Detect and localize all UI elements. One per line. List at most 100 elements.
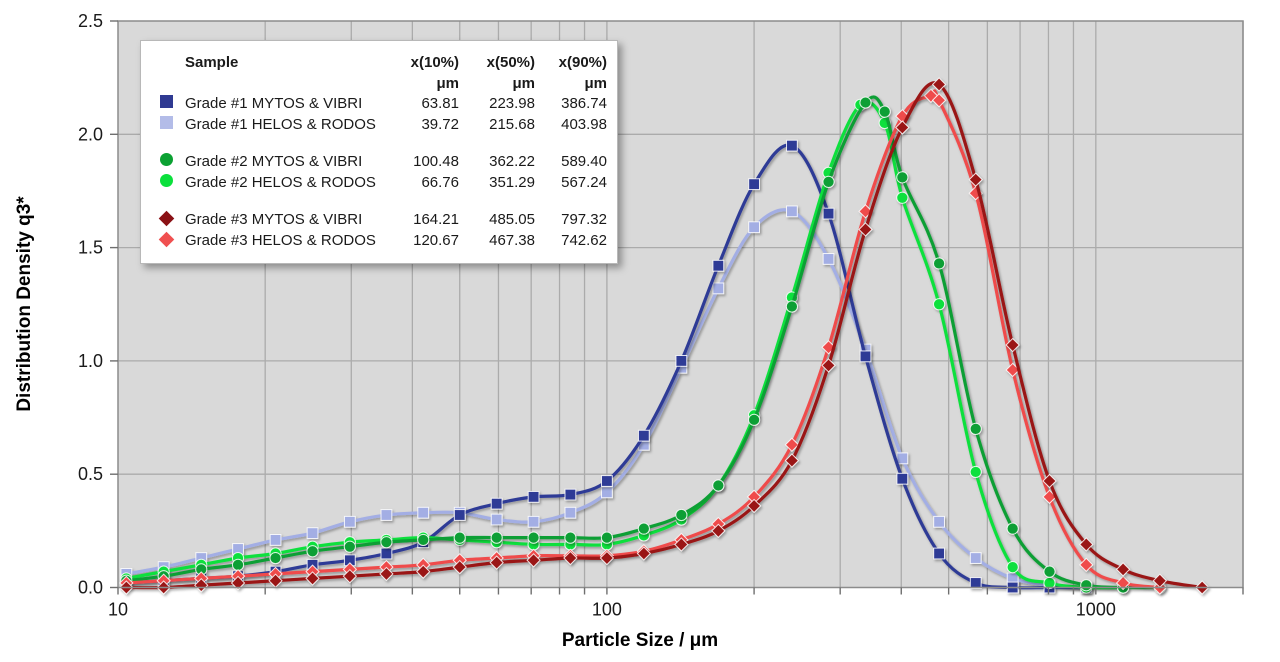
data-point-marker: [896, 171, 909, 184]
data-point-marker: [675, 355, 688, 367]
data-point-marker: [416, 564, 431, 579]
data-point-marker: [194, 578, 209, 593]
data-point-marker: [526, 553, 541, 568]
axis-ticks: [110, 20, 1244, 595]
legend-value-x50: 362.22: [489, 153, 535, 170]
data-point-marker: [1042, 473, 1057, 489]
legend-row-6: Grade #3 HELOS & RODOS 120.67 467.38 742.62: [151, 230, 617, 251]
legend-row-4: Grade #2 HELOS & RODOS 66.76 351.29 567.24: [151, 172, 617, 193]
data-point-marker: [859, 96, 872, 109]
x-tick-label: 100: [592, 600, 622, 620]
data-point-marker: [784, 437, 800, 452]
legend-value-x90: 403.98: [561, 116, 607, 133]
data-point-marker: [599, 550, 615, 566]
data-point-marker: [230, 575, 246, 591]
data-point-marker: [786, 205, 798, 218]
legend-header-sample: Sample: [185, 54, 239, 71]
legend-units-row: μm μm μm: [151, 73, 617, 93]
data-point-marker: [712, 479, 725, 492]
tick-labels: 10 100 1000 0.0 0.5 1.0 1.5 2.0 2.5: [78, 11, 1116, 620]
plot-border: [117, 20, 1244, 589]
data-point-marker: [748, 221, 760, 234]
legend-series-label: Grade #3 HELOS & RODOS: [185, 232, 376, 249]
data-point-marker: [933, 515, 945, 528]
legend-row-1: Grade #1 MYTOS & VIBRI 63.81 223.98 386.74: [151, 93, 617, 114]
y-tick-label: 1.0: [78, 351, 103, 371]
data-point-marker: [822, 253, 835, 265]
series-line: [124, 208, 1088, 590]
data-point-marker: [786, 139, 798, 152]
legend-row-5: Grade #3 MYTOS & VIBRI 164.21 485.05 797.32: [151, 209, 617, 230]
data-point-marker: [343, 540, 356, 553]
y-tick-label: 2.5: [78, 11, 103, 31]
legend-marker-circle: [160, 174, 173, 187]
legend-marker-diamond: [158, 210, 175, 227]
legend-value-x90: 567.24: [561, 174, 607, 191]
data-point-marker: [748, 178, 760, 191]
data-point-marker: [746, 498, 762, 514]
legend-box: Sample x(10%) x(50%) x(90%) μm μm μm Gra…: [140, 40, 618, 264]
data-point-marker: [932, 257, 946, 270]
legend-value-x50: 467.38: [489, 232, 535, 249]
data-point-marker: [601, 475, 613, 487]
data-point-marker: [490, 497, 503, 510]
data-point-marker: [969, 552, 982, 564]
data-point-marker: [380, 509, 393, 521]
legend-value-x50: 223.98: [489, 95, 535, 112]
data-point-marker: [931, 77, 947, 92]
data-point-marker: [1042, 489, 1057, 505]
data-point-marker: [563, 550, 578, 566]
legend-header-x50: x(50%): [486, 54, 535, 71]
legend-value-x90: 386.74: [561, 95, 607, 112]
y-axis-title: Distribution Density q3*: [14, 196, 35, 412]
data-point-marker: [453, 509, 466, 521]
data-point-marker: [453, 531, 466, 544]
data-point-marker: [746, 489, 762, 505]
data-point-marker: [1115, 575, 1131, 591]
data-point-marker: [564, 531, 577, 544]
legend-series-label: Grade #2 HELOS & RODOS: [185, 174, 376, 191]
data-point-marker: [1005, 337, 1020, 353]
data-point-marker: [637, 522, 650, 535]
legend-value-x90: 742.62: [561, 232, 607, 249]
legend-value-x50: 351.29: [489, 174, 535, 191]
data-point-marker: [896, 452, 909, 465]
data-point-marker: [601, 486, 613, 499]
data-point-marker: [600, 531, 614, 544]
data-point-marker: [969, 577, 982, 589]
data-point-marker: [932, 298, 946, 311]
plot-frame: [117, 20, 1244, 589]
legend-header-x10: x(10%): [410, 54, 459, 71]
legend-series-label: Grade #1 HELOS & RODOS: [185, 116, 376, 133]
data-point-marker: [858, 222, 873, 237]
data-point-marker: [527, 490, 540, 503]
legend-value-x10: 63.81: [421, 95, 459, 112]
series-line: [124, 89, 1162, 590]
data-point-marker: [712, 259, 725, 272]
data-point-marker: [305, 571, 320, 586]
legend-value-x90: 797.32: [561, 211, 607, 228]
legend-value-x50: 485.05: [489, 211, 535, 228]
data-point-marker: [306, 545, 319, 558]
data-point-marker: [380, 536, 393, 549]
legend-unit-x90: μm: [584, 74, 607, 92]
legend-value-x10: 100.48: [413, 153, 459, 170]
data-point-marker: [490, 531, 503, 544]
data-point-marker: [269, 551, 282, 565]
x-axis-title: Particle Size / μm: [562, 630, 718, 651]
legend-series-label: Grade #1 MYTOS & VIBRI: [185, 95, 363, 112]
data-point-marker: [1005, 362, 1020, 378]
legend-value-x10: 164.21: [413, 211, 459, 228]
data-point-marker: [933, 547, 945, 560]
data-point-marker: [1043, 565, 1056, 578]
data-point-marker: [675, 508, 688, 522]
data-point-marker: [417, 506, 430, 519]
data-point-marker: [1152, 573, 1168, 588]
data-point-marker: [896, 472, 909, 485]
legend-marker-circle: [160, 153, 173, 166]
legend-marker-diamond: [158, 231, 175, 248]
data-point-marker: [1006, 522, 1019, 535]
data-point-marker: [564, 488, 577, 501]
legend-header-row: Sample x(10%) x(50%) x(90%): [151, 52, 617, 73]
